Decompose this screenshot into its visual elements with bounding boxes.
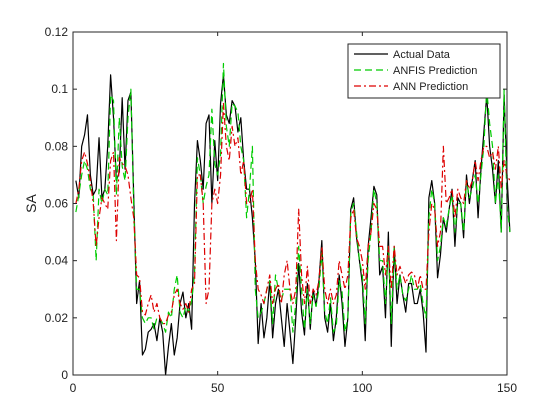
ticks-layer: 0 50 100 150 0 0.02 0.04 0.06 0.08 0.1 0.12 [45, 25, 518, 395]
x-tick-label: 50 [211, 381, 225, 395]
y-tick-label: 0 [61, 368, 68, 382]
x-tick-label: 0 [70, 381, 77, 395]
x-tick-label: 100 [352, 381, 372, 395]
series-line-1 [75, 74, 511, 376]
legend-box [347, 43, 501, 99]
y-tick-label: 0.04 [45, 254, 69, 268]
series-line-2 [75, 62, 511, 333]
series-line-3 [75, 102, 511, 325]
legend-label-1: Actual Data [393, 49, 451, 61]
series-layer [75, 62, 511, 376]
y-tick-label: 0.06 [45, 197, 69, 211]
legend-label-2: ANFIS Prediction [393, 65, 477, 77]
y-tick-label: 0.12 [45, 25, 69, 39]
x-tick-label: 150 [497, 381, 517, 395]
y-tick-label: 0.1 [51, 82, 68, 96]
legend-label-3: ANN Prediction [393, 81, 468, 93]
y-tick-label: 0.02 [45, 311, 69, 325]
legend: Actual Data ANFIS Prediction ANN Predictio… [347, 43, 501, 99]
y-axis-label: SA [23, 194, 39, 213]
y-tick-label: 0.08 [45, 139, 69, 153]
